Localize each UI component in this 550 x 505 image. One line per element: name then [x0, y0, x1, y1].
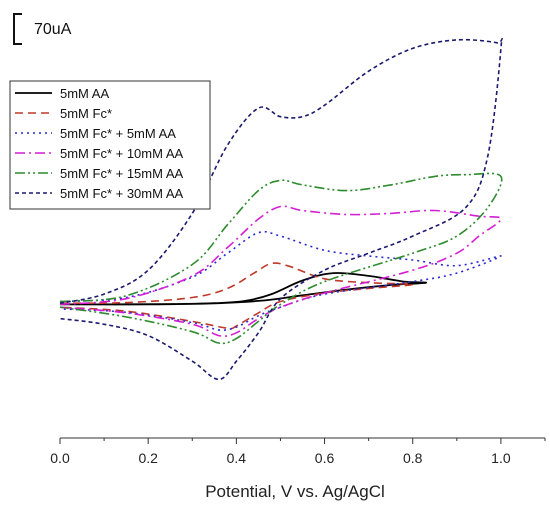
legend: 5mM AA 5mM Fc* 5mM Fc* + 5mM AA 5mM Fc* + 1…	[9, 80, 211, 210]
legend-label-4: 5mM Fc* + 10mM AA	[60, 146, 183, 161]
legend-box	[9, 80, 211, 210]
x-tick-label: 0.0	[50, 450, 70, 466]
x-tick-label: 1.0	[491, 450, 511, 466]
legend-label-5: 5mM Fc* + 15mM AA	[60, 166, 183, 181]
scale-bar-bracket	[13, 13, 22, 45]
series-line-4	[59, 205, 502, 337]
x-tick-label: 0.8	[403, 450, 423, 466]
current-scale-bar: 70uA	[13, 13, 72, 45]
legend-label-3: 5mM Fc* + 5mM AA	[60, 126, 176, 141]
x-axis: 0.0 0.2 0.4 0.6 0.8 1.0	[50, 437, 546, 466]
legend-label-1: 5mM AA	[60, 86, 109, 101]
x-tick-label: 0.6	[315, 450, 335, 466]
x-axis-title: Potential, V vs. Ag/AgCl	[205, 482, 385, 501]
series-line-2	[59, 262, 414, 330]
legend-label-6: 5mM Fc* + 30mM AA	[60, 186, 183, 201]
x-tick-label: 0.4	[227, 450, 247, 466]
series-line-5	[59, 172, 503, 345]
series-curves	[59, 37, 503, 381]
legend-label-2: 5mM Fc*	[60, 106, 112, 121]
series-line-3	[59, 230, 502, 331]
scale-bar-label: 70uA	[34, 21, 72, 38]
series-line-1	[59, 272, 427, 306]
series-line-6	[59, 37, 503, 381]
legend-items: 5mM AA 5mM Fc* 5mM Fc* + 5mM AA 5mM Fc* + 1…	[15, 86, 183, 201]
x-tick-label: 0.2	[138, 450, 158, 466]
